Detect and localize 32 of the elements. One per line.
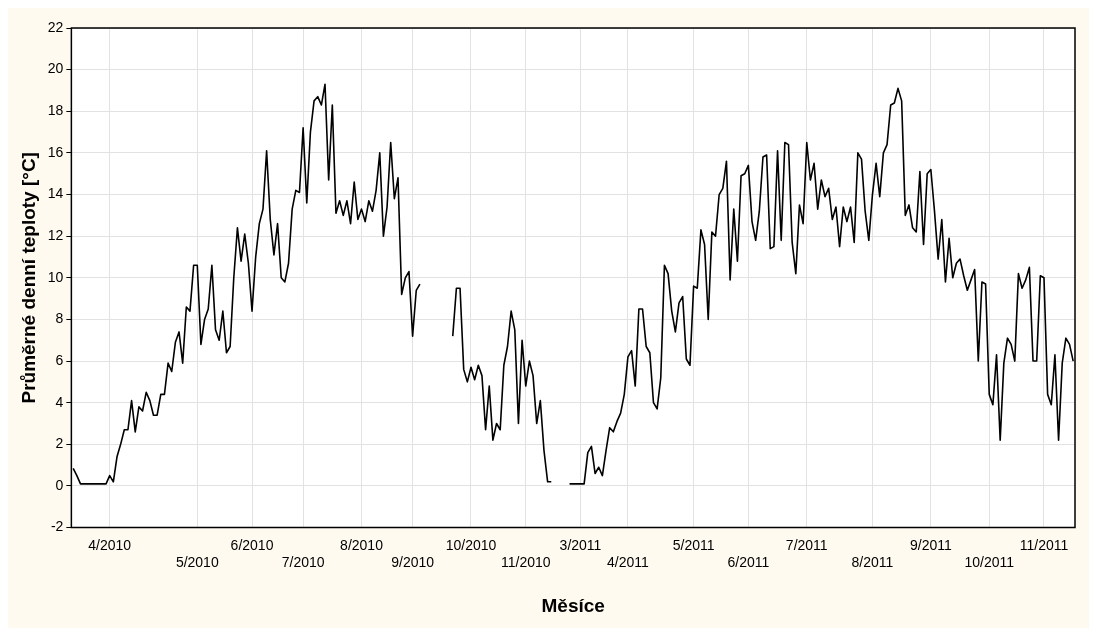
x-tick-label: 5/2011 — [672, 536, 715, 553]
y-tick-label: 16 — [47, 143, 64, 160]
x-tick-label: 6/2011 — [727, 553, 770, 570]
x-tick-label: 4/2010 — [88, 536, 132, 553]
y-tick-label: 0 — [55, 476, 64, 493]
x-axis-title: Měsíce — [541, 594, 605, 616]
x-tick-label: 9/2011 — [909, 536, 952, 553]
y-tick-label: 8 — [55, 310, 64, 327]
x-tick-label: 4/2011 — [607, 553, 650, 570]
y-tick-label: 20 — [47, 60, 64, 77]
y-tick-label: 12 — [47, 227, 64, 244]
x-tick-label: 7/2011 — [785, 536, 828, 553]
y-tick-label: -2 — [50, 518, 64, 535]
y-tick-label: 4 — [55, 393, 64, 410]
x-tick-label: 9/2010 — [391, 553, 435, 570]
y-tick-label: 18 — [47, 102, 64, 119]
x-tick-label: 8/2011 — [851, 553, 894, 570]
x-tick-label: 6/2010 — [230, 536, 274, 553]
x-tick-label: 10/2010 — [445, 536, 497, 553]
x-tick-label: 7/2010 — [281, 553, 325, 570]
y-tick-label: 22 — [47, 18, 64, 35]
y-tick-label: 14 — [47, 185, 64, 202]
x-tick-label: 11/2010 — [500, 553, 551, 570]
x-tick-label: 8/2010 — [340, 536, 384, 553]
x-tick-label: 5/2010 — [175, 553, 219, 570]
y-tick-label: 10 — [47, 268, 64, 285]
y-axis-title: Průměrné denní teploty [°C] — [17, 152, 39, 404]
x-tick-label: 11/2011 — [1019, 536, 1069, 553]
x-tick-label: 3/2011 — [559, 536, 602, 553]
x-tick-label: 10/2011 — [964, 553, 1015, 570]
y-tick-label: 6 — [55, 351, 64, 368]
y-tick-label: 2 — [55, 435, 64, 452]
